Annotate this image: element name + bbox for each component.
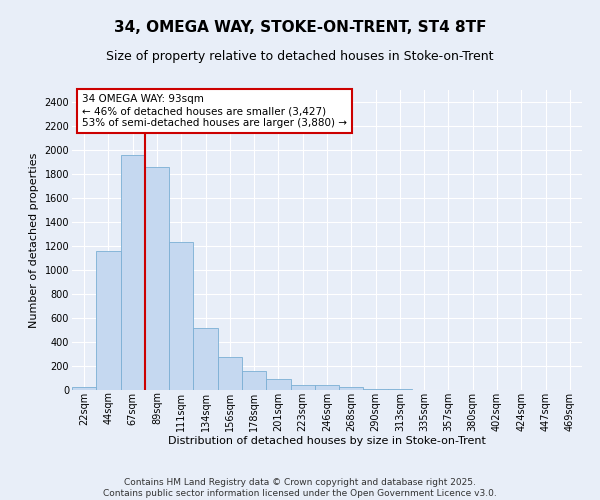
Bar: [339, 388, 364, 390]
Text: 34, OMEGA WAY, STOKE-ON-TRENT, ST4 8TF: 34, OMEGA WAY, STOKE-ON-TRENT, ST4 8TF: [114, 20, 486, 35]
Bar: [96, 251, 121, 390]
Bar: [364, 389, 388, 390]
Bar: [121, 155, 145, 390]
Bar: [72, 386, 96, 390]
X-axis label: Distribution of detached houses by size in Stoke-on-Trent: Distribution of detached houses by size …: [168, 436, 486, 446]
Y-axis label: Number of detached properties: Number of detached properties: [29, 152, 39, 328]
Text: Size of property relative to detached houses in Stoke-on-Trent: Size of property relative to detached ho…: [106, 50, 494, 63]
Bar: [315, 386, 339, 390]
Bar: [242, 372, 266, 390]
Bar: [169, 242, 193, 390]
Bar: [290, 384, 315, 390]
Bar: [266, 379, 290, 390]
Bar: [145, 167, 169, 390]
Text: Contains HM Land Registry data © Crown copyright and database right 2025.
Contai: Contains HM Land Registry data © Crown c…: [103, 478, 497, 498]
Bar: [193, 328, 218, 390]
Text: 34 OMEGA WAY: 93sqm
← 46% of detached houses are smaller (3,427)
53% of semi-det: 34 OMEGA WAY: 93sqm ← 46% of detached ho…: [82, 94, 347, 128]
Bar: [218, 357, 242, 390]
